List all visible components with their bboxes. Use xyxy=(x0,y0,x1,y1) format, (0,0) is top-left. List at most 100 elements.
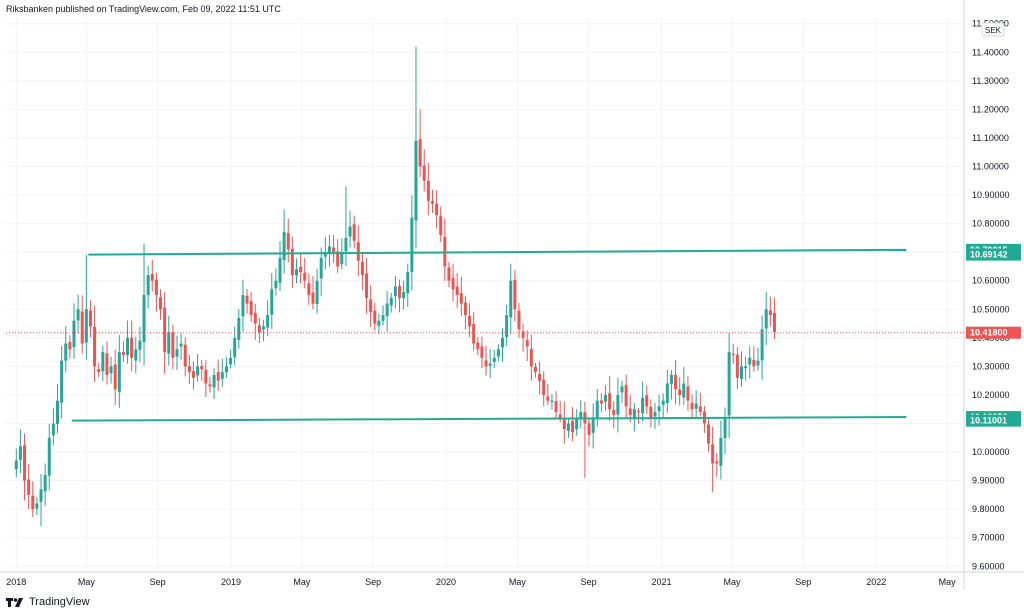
candle-body[interactable] xyxy=(14,460,18,470)
candle-body[interactable] xyxy=(167,332,171,354)
candle-body[interactable] xyxy=(752,359,756,367)
candle-body[interactable] xyxy=(756,360,760,366)
candle-body[interactable] xyxy=(142,295,146,342)
candle-body[interactable] xyxy=(472,324,476,344)
candle-body[interactable] xyxy=(319,257,323,279)
candle-body[interactable] xyxy=(262,326,266,330)
candle-body[interactable] xyxy=(126,337,130,356)
candle-body[interactable] xyxy=(282,232,286,260)
candle-body[interactable] xyxy=(653,412,657,417)
candle-body[interactable] xyxy=(278,257,282,283)
candle-body[interactable] xyxy=(72,320,76,348)
candle-body[interactable] xyxy=(249,301,253,315)
candle-body[interactable] xyxy=(299,266,303,273)
candle-body[interactable] xyxy=(463,302,467,315)
currency-badge[interactable] xyxy=(981,22,1005,37)
candle-body[interactable] xyxy=(686,386,690,401)
candle-body[interactable] xyxy=(154,279,158,295)
candle-body[interactable] xyxy=(587,423,591,435)
candle-body[interactable] xyxy=(529,348,533,367)
candle-body[interactable] xyxy=(723,417,727,439)
trend-line-support[interactable] xyxy=(71,416,907,422)
candle-body[interactable] xyxy=(286,232,290,250)
candle-body[interactable] xyxy=(546,396,550,401)
candle-body[interactable] xyxy=(595,400,599,419)
candle-body[interactable] xyxy=(719,437,723,466)
candle-body[interactable] xyxy=(327,246,331,253)
candle-body[interactable] xyxy=(101,352,105,372)
candle-body[interactable] xyxy=(632,409,636,418)
candle-body[interactable] xyxy=(402,292,406,299)
candle-body[interactable] xyxy=(439,216,443,236)
candle-body[interactable] xyxy=(604,394,608,402)
candle-body[interactable] xyxy=(88,310,92,327)
candle-body[interactable] xyxy=(109,366,113,374)
candle-body[interactable] xyxy=(398,286,402,298)
candle-body[interactable] xyxy=(682,383,686,398)
candle-body[interactable] xyxy=(562,417,566,430)
candle-body[interactable] xyxy=(665,383,669,403)
candle-body[interactable] xyxy=(591,417,595,433)
candle-body[interactable] xyxy=(18,446,22,460)
candle-body[interactable] xyxy=(266,314,270,328)
candle-body[interactable] xyxy=(550,400,554,402)
candle-body[interactable] xyxy=(501,337,505,348)
candle-body[interactable] xyxy=(315,280,319,305)
candle-body[interactable] xyxy=(294,269,298,276)
candle-body[interactable] xyxy=(31,495,35,510)
candle-body[interactable] xyxy=(381,314,385,321)
candle-body[interactable] xyxy=(93,326,97,367)
candle-body[interactable] xyxy=(496,349,500,357)
candle-body[interactable] xyxy=(241,295,245,317)
candle-body[interactable] xyxy=(674,374,678,390)
candle-body[interactable] xyxy=(575,417,579,430)
candle-body[interactable] xyxy=(744,366,748,369)
candle-body[interactable] xyxy=(418,139,422,167)
candle-body[interactable] xyxy=(435,203,439,216)
candle-body[interactable] xyxy=(533,366,537,373)
candle-body[interactable] xyxy=(80,311,84,344)
candle-body[interactable] xyxy=(727,352,731,416)
candle-body[interactable] xyxy=(517,310,521,330)
candle-body[interactable] xyxy=(599,400,603,404)
candle-body[interactable] xyxy=(636,411,640,413)
candle-body[interactable] xyxy=(237,317,241,340)
candle-body[interactable] xyxy=(220,372,224,379)
candle-body[interactable] xyxy=(365,273,369,298)
candle-body[interactable] xyxy=(768,310,772,315)
candle-body[interactable] xyxy=(121,352,125,355)
candle-body[interactable] xyxy=(410,217,414,272)
candle-body[interactable] xyxy=(253,312,257,324)
candle-body[interactable] xyxy=(369,299,373,313)
candle-body[interactable] xyxy=(229,357,233,365)
candle-body[interactable] xyxy=(105,353,109,375)
candle-body[interactable] xyxy=(422,165,426,181)
candle-body[interactable] xyxy=(257,325,261,333)
candle-body[interactable] xyxy=(344,237,348,252)
candle-body[interactable] xyxy=(624,385,628,407)
candle-body[interactable] xyxy=(451,277,455,290)
candle-body[interactable] xyxy=(97,369,101,373)
candle-body[interactable] xyxy=(134,349,138,361)
candle-body[interactable] xyxy=(39,489,43,502)
candle-body[interactable] xyxy=(204,369,208,384)
candle-body[interactable] xyxy=(430,200,434,204)
candle-body[interactable] xyxy=(711,444,715,464)
candle-body[interactable] xyxy=(35,503,39,509)
candle-body[interactable] xyxy=(698,406,702,413)
candle-body[interactable] xyxy=(715,461,719,464)
candle-body[interactable] xyxy=(525,340,529,347)
candle-body[interactable] xyxy=(628,408,632,415)
candle-body[interactable] xyxy=(690,402,694,410)
candle-body[interactable] xyxy=(760,329,764,361)
candle-body[interactable] xyxy=(51,423,55,436)
candle-body[interactable] xyxy=(290,248,294,276)
candle-body[interactable] xyxy=(208,384,212,387)
candle-body[interactable] xyxy=(47,437,51,476)
candle-body[interactable] xyxy=(336,251,340,267)
candle-body[interactable] xyxy=(748,357,752,365)
candle-body[interactable] xyxy=(233,337,237,358)
candle-body[interactable] xyxy=(521,331,525,338)
candle-body[interactable] xyxy=(731,353,735,355)
candle-body[interactable] xyxy=(179,343,183,347)
